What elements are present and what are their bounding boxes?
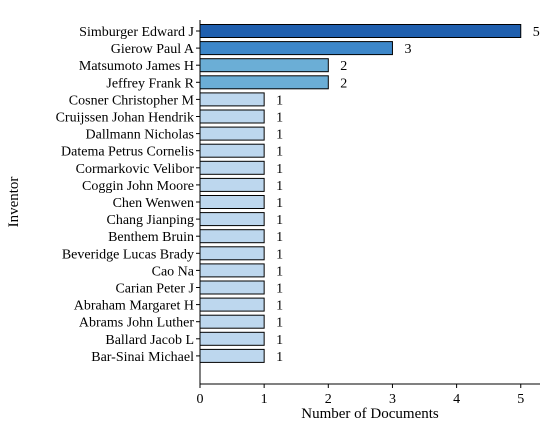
data-label: 5 [533, 25, 540, 40]
bar [199, 126, 265, 141]
x-tick-label: 1 [261, 392, 268, 407]
labels-layer: Simburger Edward J 5 Gierow Paul A 3 Matsumo… [56, 25, 540, 407]
data-label: 1 [276, 196, 283, 211]
bar [199, 331, 265, 346]
y-tick-label: Carian Peter J [115, 282, 194, 297]
bar [199, 160, 265, 175]
bar [199, 246, 265, 261]
bar [199, 348, 265, 363]
bar [199, 229, 265, 244]
y-tick-label: Jeffrey Frank R [106, 76, 194, 91]
y-tick-label: Simburger Edward J [79, 25, 194, 40]
data-label: 1 [276, 247, 283, 262]
bar [199, 58, 329, 73]
data-label: 1 [276, 111, 283, 126]
y-tick-label: Ballard Jacob L [105, 333, 194, 348]
bar [199, 297, 265, 312]
data-label: 2 [340, 59, 347, 74]
x-tick-label: 2 [325, 392, 332, 407]
y-tick-label: Cruijssen Johan Hendrik [56, 111, 194, 126]
bar [199, 143, 265, 158]
y-tick-label: Gierow Paul A [111, 42, 195, 57]
data-label: 1 [276, 179, 283, 194]
y-tick-label: Cao Na [152, 264, 195, 279]
data-label: 1 [276, 316, 283, 331]
x-tick-label: 5 [517, 392, 524, 407]
bar [199, 263, 265, 278]
data-label: 1 [276, 299, 283, 314]
y-tick-label: Abrams John Luther [79, 316, 194, 331]
y-tick-label: Datema Petrus Cornelis [61, 145, 194, 160]
bar [199, 177, 265, 192]
y-tick-label: Cosner Christopher M [69, 93, 195, 108]
data-label: 1 [276, 333, 283, 348]
bar [199, 109, 265, 124]
axes-layer [196, 20, 540, 388]
y-tick-label: Benthem Bruin [108, 230, 194, 245]
bars-layer [199, 24, 522, 363]
bar [199, 314, 265, 329]
bar [199, 24, 522, 38]
bar [199, 75, 329, 90]
y-tick-label: Matsumoto James H [79, 59, 194, 74]
data-label: 2 [340, 76, 347, 91]
y-tick-label: Dallmann Nicholas [86, 128, 194, 143]
y-tick-label: Beveridge Lucas Brady [62, 247, 194, 262]
bar [199, 92, 265, 107]
y-axis-title: Inventor [6, 177, 22, 228]
data-label: 1 [276, 230, 283, 245]
y-tick-label: Chang Jianping [107, 213, 195, 228]
data-label: 1 [276, 128, 283, 143]
data-label: 1 [276, 264, 283, 279]
y-tick-label: Abraham Margaret H [74, 299, 194, 314]
data-label: 1 [276, 93, 283, 108]
y-tick-label: Chen Wenwen [113, 196, 194, 211]
x-axis-title: Number of Documents [301, 406, 439, 422]
data-label: 1 [276, 350, 283, 365]
data-label: 3 [404, 42, 411, 57]
x-tick-label: 3 [389, 392, 396, 407]
bar [199, 280, 265, 295]
data-label: 1 [276, 213, 283, 228]
data-label: 1 [276, 162, 283, 177]
y-tick-label: Coggin John Moore [82, 179, 194, 194]
y-tick-label: Cormarkovic Velibor [76, 162, 195, 177]
data-label: 1 [276, 282, 283, 297]
bar [199, 41, 393, 56]
y-tick-label: Bar-Sinai Michael [91, 350, 194, 365]
x-tick-label: 4 [453, 392, 460, 407]
x-tick-label: 0 [197, 392, 204, 407]
data-label: 1 [276, 145, 283, 160]
bar [199, 195, 265, 209]
bar [199, 212, 265, 227]
